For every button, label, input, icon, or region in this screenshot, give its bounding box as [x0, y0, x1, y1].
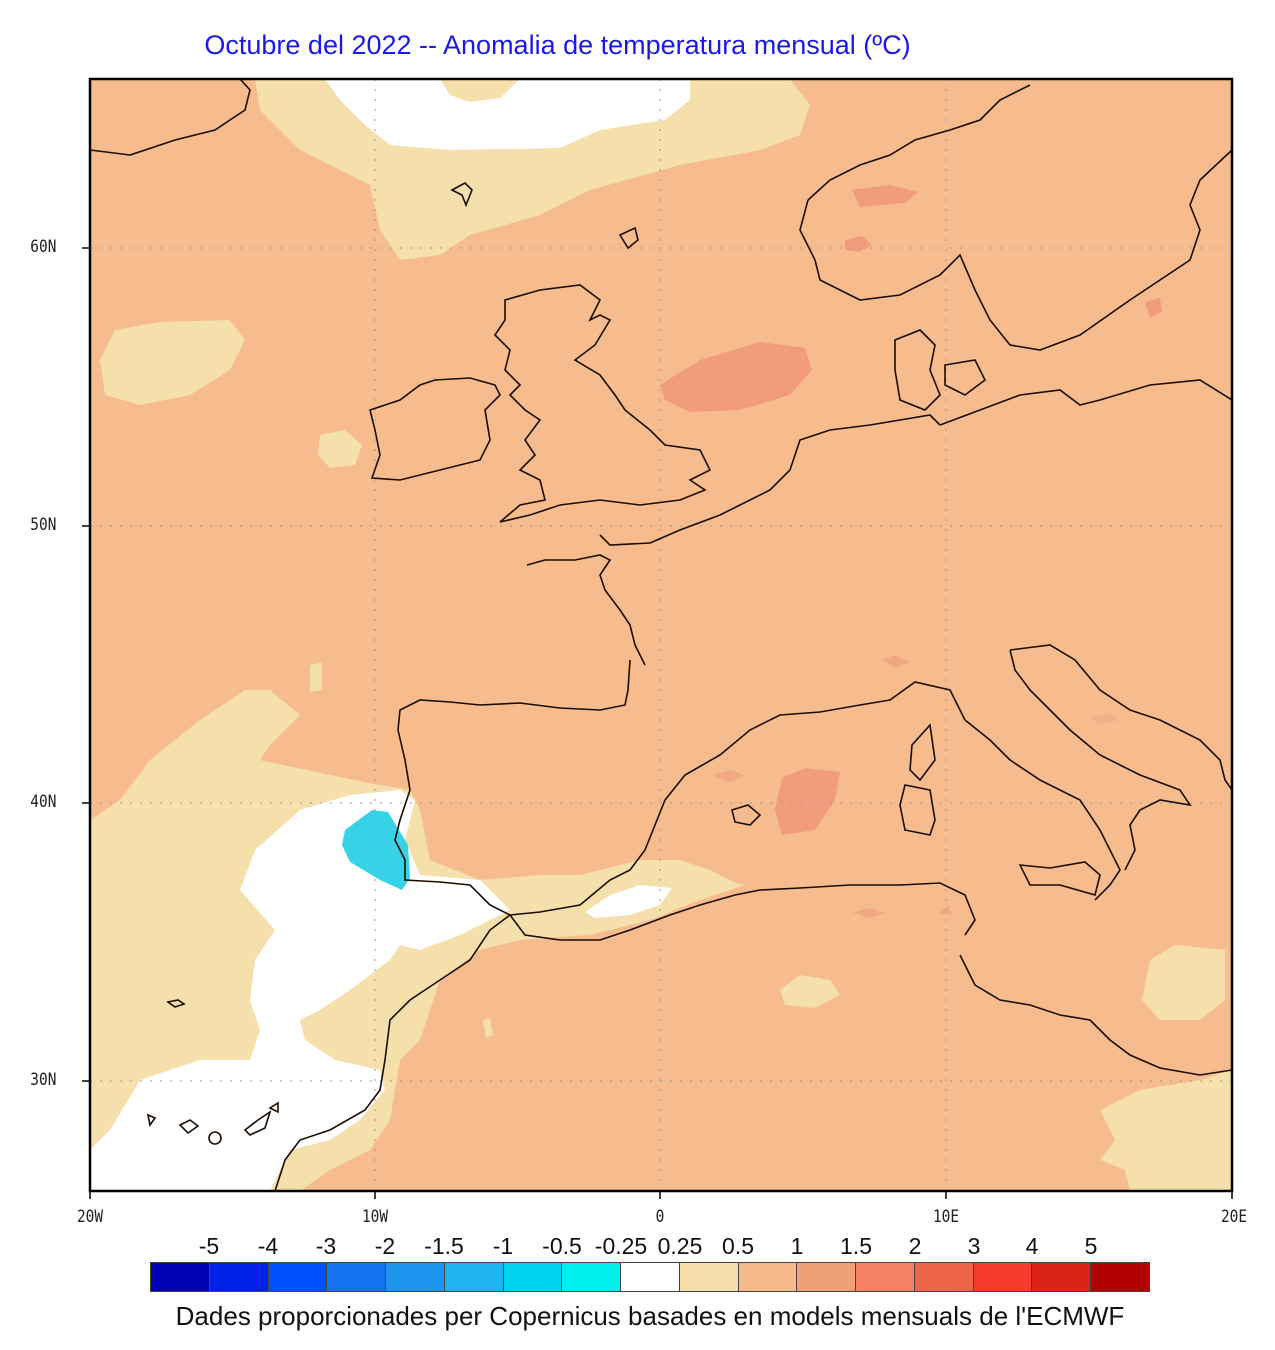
legend-tick-label: 0.25 [657, 1233, 703, 1259]
legend-swatch [386, 1263, 445, 1291]
legend-tick-label: 2 [908, 1233, 922, 1259]
axis-ticks [82, 247, 1233, 1199]
legend-swatch [1091, 1263, 1150, 1291]
color-legend [150, 1262, 1150, 1292]
legend-tick-label: 4 [1025, 1233, 1039, 1259]
legend-swatch [209, 1263, 269, 1291]
legend-tick-label: 5 [1084, 1233, 1098, 1259]
legend-swatch [444, 1263, 504, 1291]
legend-swatch [562, 1263, 622, 1291]
contour-balearic-warm [775, 768, 840, 835]
legend-tick-label: 1.5 [840, 1233, 872, 1259]
x-tick-label: 20E [1220, 1207, 1248, 1227]
graticule [90, 79, 1232, 1191]
y-tick-label: 60N [30, 237, 57, 257]
contour-cyan [342, 810, 410, 890]
legend-swatch [327, 1263, 387, 1291]
legend-tick-label: -0.5 [542, 1233, 582, 1259]
y-tick-label: 50N [30, 515, 57, 535]
legend-tick-label: -4 [257, 1233, 279, 1259]
x-tick-label: 10W [361, 1207, 389, 1227]
y-tick-label: 30N [30, 1070, 57, 1090]
legend-swatch [1032, 1263, 1092, 1291]
legend-swatch [621, 1263, 680, 1291]
x-tick-label: 10E [932, 1207, 960, 1227]
x-tick-label: 20W [76, 1207, 104, 1227]
legend-tick-label: -5 [198, 1233, 220, 1259]
legend-tick-label: -2 [374, 1233, 396, 1259]
legend-tick-label: 0.5 [722, 1233, 754, 1259]
y-tick-label: 40N [30, 792, 57, 812]
legend-swatch [679, 1263, 739, 1291]
coastlines [90, 79, 1232, 1191]
data-credit: Dades proporcionades per Copernicus basa… [175, 1301, 1125, 1331]
legend-tick-label: -1 [492, 1233, 514, 1259]
legend-swatch [973, 1263, 1033, 1291]
legend-swatch [151, 1263, 210, 1291]
legend-swatch [268, 1263, 328, 1291]
legend-swatch [503, 1263, 563, 1291]
x-tick-label: 0 [655, 1207, 665, 1227]
legend-tick-label: 3 [967, 1233, 981, 1259]
legend-swatch [856, 1263, 915, 1291]
map-frame [88, 77, 1234, 1193]
legend-swatch [797, 1263, 857, 1291]
contour-sw-white [90, 790, 510, 1191]
legend-tick-label: -0.25 [594, 1233, 648, 1259]
legend-tick-label: -1.5 [424, 1233, 464, 1259]
contour-northsea-warm [660, 342, 812, 412]
contour-north-white [325, 79, 690, 150]
legend-tick-label: -3 [315, 1233, 337, 1259]
legend-swatch [738, 1263, 798, 1291]
legend-tick-label: 1 [790, 1233, 804, 1259]
legend-swatch [914, 1263, 974, 1291]
chart-title: Octubre del 2022 -- Anomalia de temperat… [204, 30, 911, 60]
